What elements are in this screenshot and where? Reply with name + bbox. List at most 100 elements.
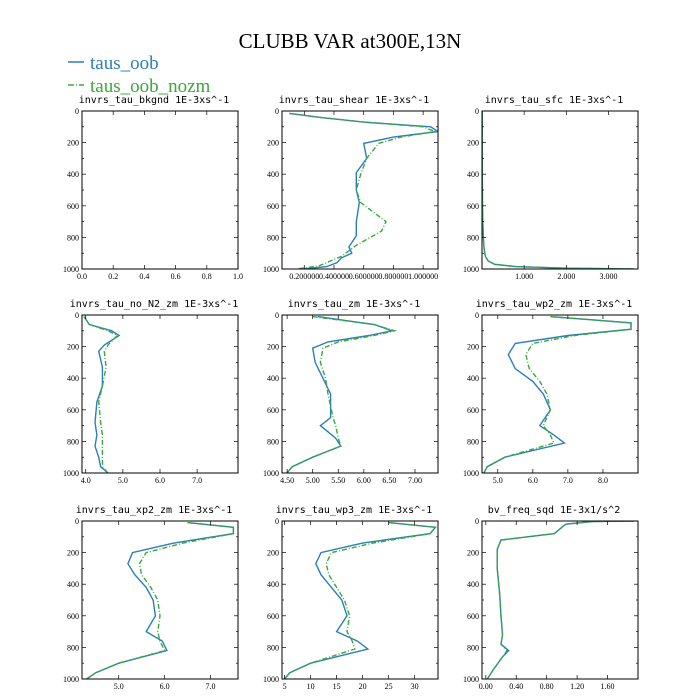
y-tick-label: 0 — [75, 311, 79, 320]
x-tick-label: 10 — [307, 682, 315, 691]
y-tick-label: 600 — [67, 202, 79, 211]
y-tick-label: 0 — [475, 107, 479, 116]
x-tick-label: 1.60 — [601, 682, 615, 691]
y-tick-label: 800 — [467, 437, 479, 446]
chart-panel: invrs_tau_wp3_zm 1E-3xs^-10 200 400 600 800 1… — [263, 505, 439, 691]
y-tick-label: 1000 — [263, 469, 279, 478]
y-tick-label: 400 — [67, 374, 79, 383]
series-line-taus-oob — [483, 315, 632, 473]
panel-title: invrs_tau_xp2_zm 1E-3xs^-1 — [76, 505, 233, 516]
x-tick-label: 5.00 — [306, 476, 320, 485]
y-tick-label: 400 — [67, 170, 79, 179]
y-tick-label: 600 — [67, 406, 79, 415]
y-tick-label: 400 — [467, 374, 479, 383]
series-line-taus-oob-nozm — [486, 521, 635, 679]
x-tick-label: 0.0 — [77, 272, 87, 281]
chart-panel: invrs_tau_xp2_zm 1E-3xs^-10 200 400 600 800 1… — [63, 505, 239, 691]
x-tick-label: 7.0 — [563, 476, 573, 485]
y-tick-label: 800 — [467, 643, 479, 652]
x-tick-label: 1.20 — [570, 682, 584, 691]
y-tick-label: 0 — [475, 517, 479, 526]
y-tick-label: 200 — [267, 343, 279, 352]
series-line-taus-oob-nozm — [482, 111, 634, 269]
y-tick-label: 200 — [467, 549, 479, 558]
x-tick-label: 0.80 — [540, 682, 554, 691]
x-tick-label: 0.40 — [509, 682, 523, 691]
y-tick-label: 200 — [67, 343, 79, 352]
plot-frame — [481, 314, 639, 474]
chart-panel: invrs_tau_zm 1E-3xs^-1 0 200 400 600 800 10004… — [263, 299, 439, 485]
chart-panel: invrs_tau_bkgnd 1E-3xs^-10 200 400 600 800 10… — [63, 95, 243, 281]
y-tick-label: 200 — [267, 549, 279, 558]
x-tick-label: 0.4 — [139, 272, 149, 281]
x-tick-label: 0.00 — [479, 682, 493, 691]
x-tick-label: 1.000000 — [408, 272, 438, 281]
x-tick-label: 0.600000 — [349, 272, 379, 281]
series-line-taus-oob — [284, 521, 437, 679]
x-tick-label: 0.8 — [202, 272, 212, 281]
panel-title: invrs_tau_no_N2_zm 1E-3xs^-1 — [70, 299, 239, 310]
plot-frame — [81, 520, 239, 680]
series-line-taus-oob-nozm — [286, 315, 398, 473]
y-tick-label: 200 — [67, 549, 79, 558]
plot-frame — [81, 110, 239, 270]
series-line-taus-oob-nozm — [483, 315, 632, 473]
x-tick-label: 6.0 — [528, 476, 538, 485]
plot-frame — [481, 520, 639, 680]
x-tick-label: 25 — [385, 682, 393, 691]
plot-frame — [281, 314, 439, 474]
x-tick-label: 5.0 — [118, 476, 128, 485]
y-tick-label: 0 — [75, 107, 79, 116]
x-tick-label: 30 — [411, 682, 419, 691]
legend: taus_oob taus_oob_nozm — [68, 53, 211, 97]
x-tick-label: 0.200000 — [289, 272, 319, 281]
x-tick-label: 6.0 — [155, 476, 165, 485]
y-tick-label: 400 — [467, 170, 479, 179]
series-line-taus-oob — [482, 111, 634, 269]
x-tick-label: 5.0 — [114, 682, 124, 691]
x-tick-label: 5.0 — [493, 476, 503, 485]
panel-title: bv_freq_sqd 1E-3x1/s^2 — [488, 505, 620, 516]
x-tick-label: 1.000 — [515, 272, 533, 281]
series-line-taus-oob-nozm — [289, 112, 438, 269]
x-tick-label: 7.0 — [205, 682, 215, 691]
y-tick-label: 800 — [267, 643, 279, 652]
figure-title: CLUBB VAR at300E,13N — [239, 29, 462, 53]
y-tick-label: 1000 — [463, 469, 479, 478]
series-line-taus-oob-nozm — [86, 521, 235, 679]
x-tick-label: 0.2 — [108, 272, 118, 281]
y-tick-label: 800 — [67, 437, 79, 446]
x-tick-label: 6.00 — [357, 476, 371, 485]
y-tick-label: 0 — [475, 311, 479, 320]
panel-title: invrs_tau_zm 1E-3xs^-1 — [288, 299, 420, 310]
x-tick-label: 15 — [333, 682, 341, 691]
y-tick-label: 200 — [467, 139, 479, 148]
series-line-taus-oob — [83, 316, 121, 473]
y-tick-label: 200 — [467, 343, 479, 352]
y-tick-label: 200 — [267, 139, 279, 148]
chart-panel: bv_freq_sqd 1E-3x1/s^2020040060080010000… — [463, 505, 639, 691]
legend-label-taus-oob: taus_oob — [90, 53, 159, 74]
x-tick-label: 8.0 — [598, 476, 608, 485]
chart-panel: invrs_tau_wp2_zm 1E-3xs^-10 200 400 600 800 1… — [463, 299, 639, 485]
y-tick-label: 1000 — [63, 265, 79, 274]
series-line-taus-oob-nozm — [83, 316, 119, 473]
x-tick-label: 2.000 — [557, 272, 575, 281]
y-tick-label: 1000 — [263, 675, 279, 684]
x-tick-label: 7.00 — [408, 476, 422, 485]
plot-frame — [281, 520, 439, 680]
x-tick-label: 0.400000 — [319, 272, 349, 281]
y-tick-label: 400 — [267, 374, 279, 383]
y-tick-label: 800 — [267, 233, 279, 242]
y-tick-label: 800 — [67, 643, 79, 652]
y-tick-label: 200 — [67, 139, 79, 148]
y-tick-label: 1000 — [63, 469, 79, 478]
y-tick-label: 800 — [467, 233, 479, 242]
x-tick-label: 6.0 — [160, 682, 170, 691]
series-line-taus-oob — [286, 315, 395, 473]
series-line-taus-oob-nozm — [284, 521, 437, 679]
series-line-taus-oob — [86, 521, 235, 679]
y-tick-label: 1000 — [463, 675, 479, 684]
chart-panel: invrs_tau_no_N2_zm 1E-3xs^-10 200 400 600 80… — [63, 299, 239, 485]
